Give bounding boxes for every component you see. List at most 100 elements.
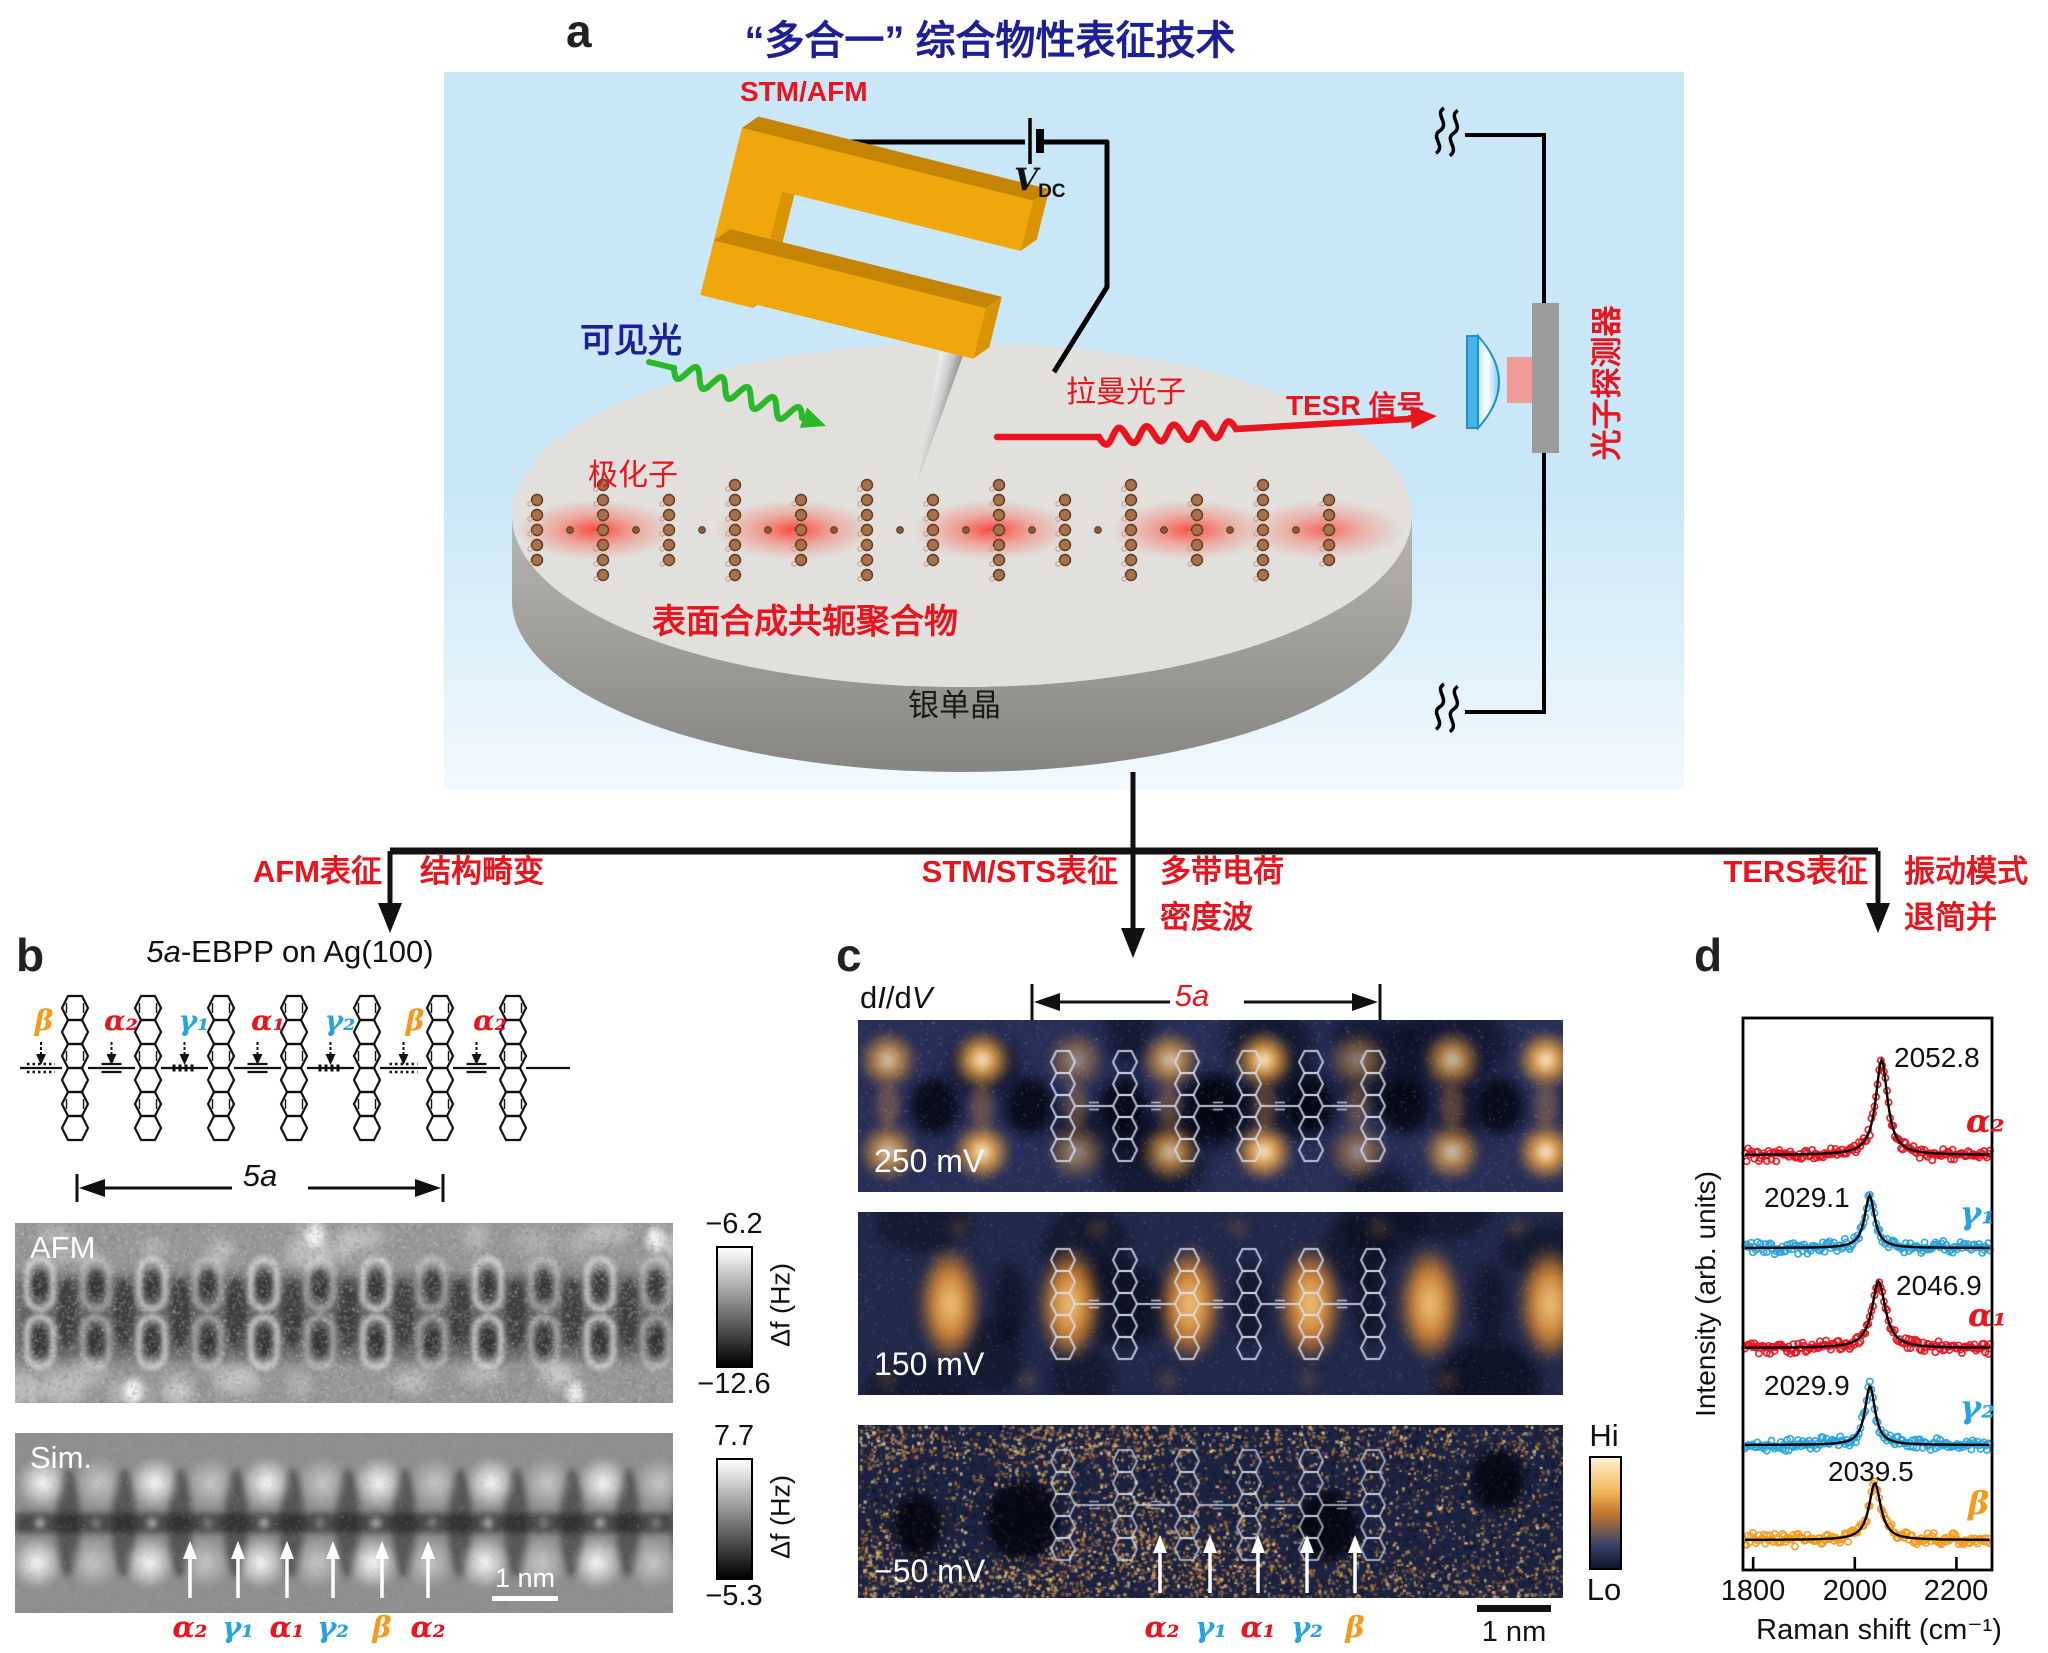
- afm-colorbar: [716, 1246, 753, 1368]
- c-span-arrow: [1030, 984, 1382, 1020]
- branch-sts-result2: 密度波: [1160, 900, 1253, 935]
- probe-tip-icon: [917, 344, 965, 482]
- series-label-a1: α₁: [1968, 1296, 2007, 1334]
- sim-colorbar: [716, 1458, 753, 1580]
- polaron-glows: [516, 500, 1404, 560]
- branch-afm-result: 结构畸变: [420, 854, 544, 889]
- bias-label-minus50mv: −50 mV: [874, 1553, 986, 1589]
- detector-sensor: [1507, 357, 1532, 403]
- afm-image: [15, 1223, 673, 1403]
- panel-d-letter: d: [1694, 929, 1723, 981]
- polaron-label: 极化子: [588, 459, 678, 492]
- bond-label: γ₂: [324, 1004, 356, 1037]
- sim-scale-unit: Δf (Hz): [765, 1474, 796, 1560]
- bond-label: β: [34, 1004, 54, 1037]
- afm-image-tag: AFM: [30, 1230, 96, 1265]
- panel-c-letter: c: [836, 929, 862, 981]
- lens-icon: [1477, 333, 1500, 431]
- branch-ters-result2: 退简并: [1904, 900, 1997, 935]
- bond-label: α₂: [473, 1004, 507, 1037]
- c-scalebar-label: 1 nm: [1481, 1616, 1547, 1648]
- b-scalebar: [492, 1596, 558, 1601]
- tuning-fork-sensor: [700, 116, 1050, 482]
- c-bond-arrows: [1153, 1535, 1362, 1593]
- lens-flat-face: [1466, 335, 1479, 429]
- d-xlabel: Raman shift (cm⁻¹): [1756, 1614, 2002, 1646]
- unit-cell-span-arrow: [75, 1174, 445, 1202]
- peak-value-b: 2039.5: [1828, 1456, 1914, 1487]
- sim-mode-label: α₂: [172, 1610, 208, 1644]
- colorbar-lo-label: Lo: [1586, 1572, 1622, 1607]
- c-scalebar: [1477, 1605, 1551, 1612]
- bias-label-250mv: 250 mV: [874, 1143, 985, 1179]
- arrow-down-icon: [378, 903, 402, 933]
- tesr-signal-label: TESR 信号: [1286, 390, 1425, 421]
- afm-scale-max: −6.2: [705, 1208, 763, 1240]
- stm-afm-label: STM/AFM: [740, 76, 868, 107]
- peak-value-g1: 2029.1: [1764, 1182, 1850, 1213]
- c-colorbar: [1589, 1456, 1622, 1570]
- figure-title: “多合一” 综合物性表征技术: [744, 19, 1236, 63]
- d-ylabel: Intensity (arb. units): [1690, 1171, 1721, 1417]
- branch-ters-method: TERS表征: [1723, 854, 1868, 889]
- branch-connector: [378, 772, 1890, 958]
- panel-b-title: 5a-EBPP on Ag(100): [60, 934, 520, 970]
- branch-ters-result1: 振动模式: [1904, 854, 2028, 889]
- silver-crystal-label: 银单晶: [908, 688, 1001, 723]
- bias-label-150mv: 150 mV: [874, 1346, 985, 1382]
- branch-sts-method: STM/STS表征: [921, 854, 1118, 889]
- sim-mode-label: γ₁: [222, 1610, 254, 1644]
- afm-scale-unit: Δf (Hz): [765, 1262, 796, 1348]
- didv-map-150mv: [858, 1212, 1563, 1395]
- bond-label: γ₁: [178, 1004, 210, 1037]
- simulated-afm-image: [15, 1433, 673, 1613]
- d-tick-2200: 2200: [1923, 1575, 1989, 1607]
- sim-mode-label: β: [372, 1610, 392, 1644]
- panel-b-title-rest: -EBPP on Ag(100): [180, 934, 434, 969]
- wire-break-icon-bottom: [1434, 682, 1460, 734]
- series-label-g1: γ₁: [1960, 1194, 1996, 1232]
- series-label-a2: α₂: [1966, 1102, 2005, 1140]
- peak-value-a1: 2046.9: [1896, 1270, 1982, 1301]
- branch-afm-method: AFM表征: [252, 854, 382, 889]
- bond-label: β: [405, 1004, 425, 1037]
- afm-scale-min: −12.6: [697, 1368, 771, 1400]
- sim-mode-label: γ₂: [317, 1610, 349, 1644]
- sim-image-tag: Sim.: [30, 1440, 92, 1475]
- peak-value-a2: 2052.8: [1894, 1042, 1980, 1073]
- c-mode-label: β: [1345, 1610, 1365, 1644]
- c-mode-label: γ₂: [1291, 1610, 1323, 1644]
- didv-label: dI/dV: [860, 980, 933, 1015]
- c-mode-label: α₁: [1240, 1610, 1276, 1644]
- sim-mode-label: α₂: [410, 1610, 446, 1644]
- peak-value-g2: 2029.9: [1764, 1370, 1850, 1401]
- arrow-down-icon: [1866, 903, 1890, 933]
- light-arrows: [646, 359, 1437, 448]
- raman-spectra-plot: [1741, 1016, 1994, 1572]
- battery-icon: [1028, 118, 1044, 164]
- sim-scale-max: 7.7: [713, 1420, 755, 1452]
- polymer-chain: [527, 478, 1336, 582]
- photon-detector-label: 光子探测器: [1589, 305, 1625, 461]
- panel-b-letter: b: [16, 929, 45, 981]
- photon-detector: [1466, 303, 1559, 453]
- sim-scale-min: −5.3: [705, 1580, 763, 1612]
- c-mode-label: α₂: [1144, 1610, 1180, 1644]
- detector-plate: [1532, 303, 1559, 453]
- unit-cell-span-label: 5a: [242, 1158, 278, 1193]
- colorbar-hi-label: Hi: [1589, 1418, 1619, 1453]
- b-scalebar-label: 1 nm: [494, 1563, 556, 1593]
- d-tick-2000: 2000: [1822, 1575, 1888, 1607]
- didv-map-250mv: [858, 1020, 1563, 1192]
- c-mode-label: γ₁: [1195, 1610, 1227, 1644]
- bond-label: α₂: [104, 1004, 138, 1037]
- sim-bond-arrows: [183, 1541, 435, 1598]
- panel-a-letter: a: [566, 5, 592, 57]
- polymer-label: 表面合成共轭聚合物: [652, 603, 958, 641]
- bond-label: α₁: [251, 1004, 285, 1037]
- vdc-symbol: V: [1014, 162, 1039, 198]
- d-tick-1800: 1800: [1720, 1575, 1786, 1607]
- arrow-down-icon: [1121, 928, 1145, 958]
- panel-b-title-italic: 5a: [146, 934, 181, 969]
